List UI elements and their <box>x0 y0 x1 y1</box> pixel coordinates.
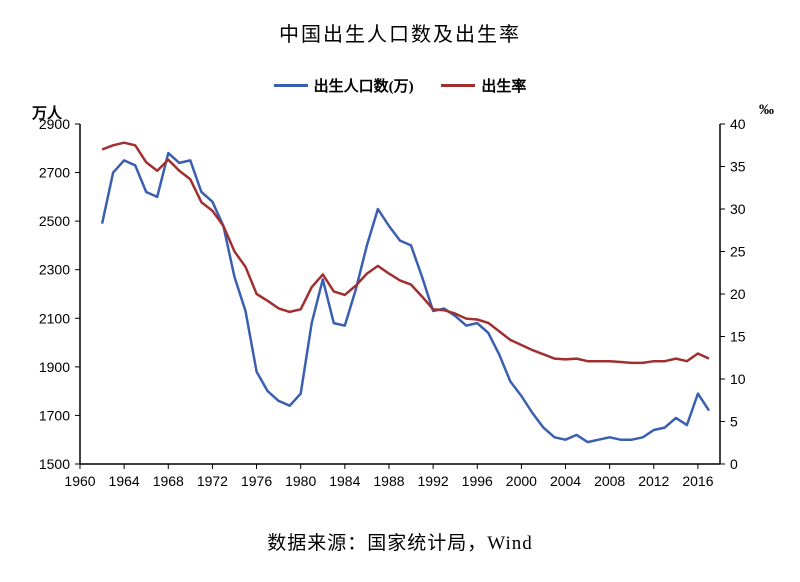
chart-title: 中国出生人口数及出生率 <box>0 0 800 47</box>
legend-item-births: 出生人口数(万) <box>274 75 414 96</box>
svg-text:0: 0 <box>730 456 738 472</box>
legend-label-rate: 出生率 <box>481 75 526 96</box>
y2-axis-label: ‰ <box>759 102 774 119</box>
svg-text:25: 25 <box>730 244 746 260</box>
chart-area: 万人 ‰ 15001700190021002300250027002900051… <box>20 106 780 506</box>
legend-swatch-births <box>274 84 308 87</box>
svg-text:1996: 1996 <box>462 473 493 489</box>
legend-swatch-rate <box>441 84 475 87</box>
svg-text:2700: 2700 <box>39 165 70 181</box>
svg-text:1984: 1984 <box>329 473 360 489</box>
legend-item-rate: 出生率 <box>441 75 526 96</box>
svg-text:2016: 2016 <box>682 473 713 489</box>
svg-text:1972: 1972 <box>197 473 228 489</box>
svg-text:2100: 2100 <box>39 310 70 326</box>
svg-text:15: 15 <box>730 329 746 345</box>
svg-text:1500: 1500 <box>39 456 70 472</box>
svg-text:1900: 1900 <box>39 359 70 375</box>
svg-text:10: 10 <box>730 371 746 387</box>
legend: 出生人口数(万) 出生率 <box>0 75 800 96</box>
legend-label-births: 出生人口数(万) <box>314 75 414 96</box>
svg-text:1976: 1976 <box>241 473 272 489</box>
svg-text:2012: 2012 <box>638 473 669 489</box>
svg-text:40: 40 <box>730 116 746 132</box>
chart-svg: 1500170019002100230025002700290005101520… <box>20 106 780 501</box>
svg-text:35: 35 <box>730 159 746 175</box>
svg-text:2008: 2008 <box>594 473 625 489</box>
svg-text:1992: 1992 <box>418 473 449 489</box>
svg-text:1968: 1968 <box>153 473 184 489</box>
svg-text:1960: 1960 <box>64 473 95 489</box>
svg-text:2500: 2500 <box>39 213 70 229</box>
svg-text:1988: 1988 <box>373 473 404 489</box>
y1-axis-label: 万人 <box>32 102 62 123</box>
svg-text:2000: 2000 <box>506 473 537 489</box>
svg-text:1964: 1964 <box>109 473 140 489</box>
svg-text:2300: 2300 <box>39 262 70 278</box>
data-source: 数据来源：国家统计局，Wind <box>0 528 800 555</box>
svg-text:30: 30 <box>730 201 746 217</box>
svg-text:5: 5 <box>730 414 738 430</box>
svg-text:2004: 2004 <box>550 473 581 489</box>
svg-text:1700: 1700 <box>39 407 70 423</box>
svg-text:20: 20 <box>730 286 746 302</box>
svg-text:1980: 1980 <box>285 473 316 489</box>
